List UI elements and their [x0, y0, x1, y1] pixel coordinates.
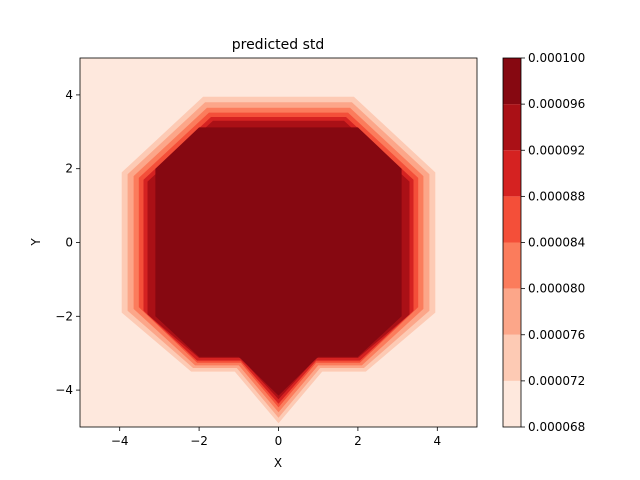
colorbar-band: [503, 104, 521, 151]
colorbar-band: [503, 150, 521, 197]
colorbar-tick-label: 0.000080: [528, 282, 585, 296]
plot-area: [79, 57, 478, 428]
y-tick-label: 2: [65, 162, 73, 176]
y-tick-label: −4: [55, 383, 73, 397]
y-tick-label: 4: [65, 88, 73, 102]
x-tick-label: −2: [190, 434, 208, 448]
x-tick-label: 0: [275, 434, 283, 448]
chart-title: predicted std: [232, 37, 325, 53]
colorbar-tick-label: 0.000092: [528, 143, 585, 157]
colorbar-bands: [503, 58, 521, 427]
colorbar-tick-label: 0.000100: [528, 51, 585, 65]
y-axis-ticks: −4 −2 0 2 4: [55, 88, 80, 397]
colorbar: 0.000068 0.000072 0.000076 0.000080 0.000084…: [502, 51, 585, 434]
y-tick-label: −2: [55, 309, 73, 323]
contour-fills: [121, 96, 436, 424]
colorbar-tick-label: 0.000068: [528, 420, 585, 434]
x-axis-ticks: −4 −2 0 2 4: [111, 427, 441, 448]
x-tick-label: 2: [354, 434, 362, 448]
x-tick-label: −4: [111, 434, 129, 448]
colorbar-band: [503, 196, 521, 243]
colorbar-tick-label: 0.000088: [528, 189, 585, 203]
colorbar-band: [503, 334, 521, 381]
colorbar-ticks: 0.000068 0.000072 0.000076 0.000080 0.000084…: [521, 51, 585, 434]
colorbar-tick-label: 0.000076: [528, 328, 585, 342]
colorbar-tick-label: 0.000072: [528, 374, 585, 388]
contour-band: [155, 127, 402, 396]
colorbar-band: [503, 380, 521, 427]
colorbar-band: [503, 242, 521, 289]
x-tick-label: 4: [433, 434, 441, 448]
y-axis-label: Y: [29, 238, 43, 247]
colorbar-band: [503, 288, 521, 335]
colorbar-band: [503, 58, 521, 105]
colorbar-tick-label: 0.000096: [528, 97, 585, 111]
colorbar-tick-label: 0.000084: [528, 236, 585, 250]
x-axis-label: X: [274, 456, 282, 470]
y-tick-label: 0: [65, 236, 73, 250]
